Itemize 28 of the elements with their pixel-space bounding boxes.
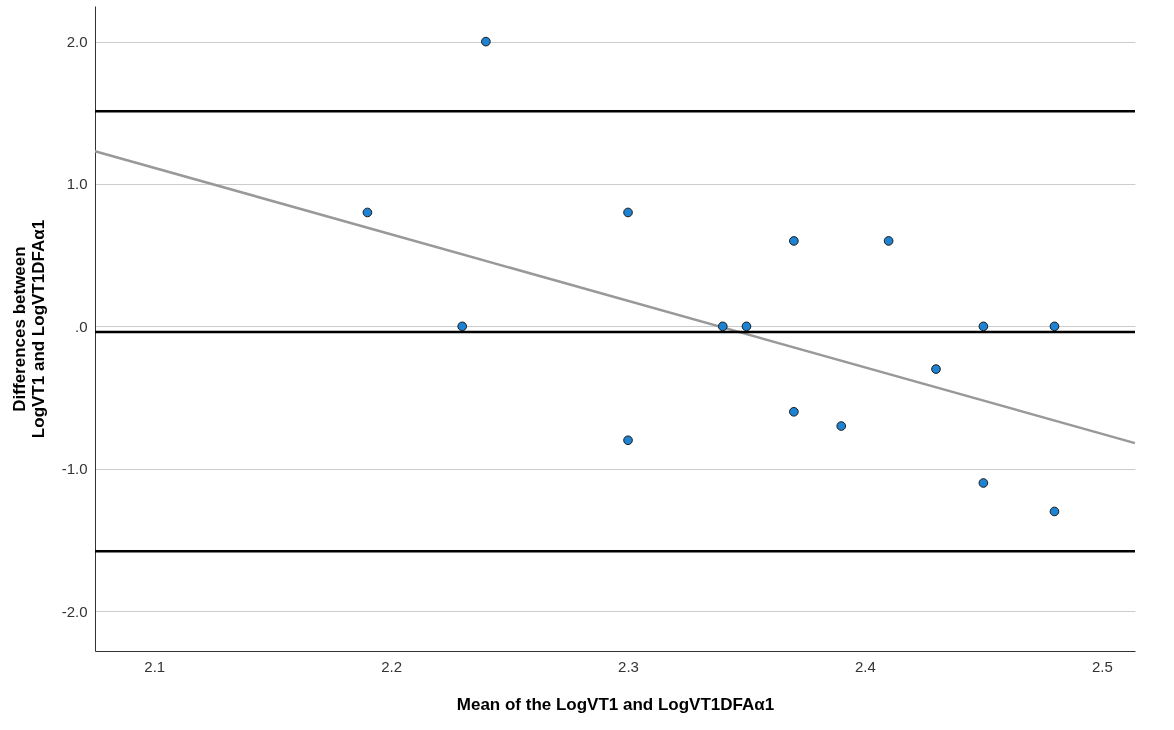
x-tick-label: 2.4 — [855, 657, 876, 675]
x-tick-label: 2.2 — [381, 657, 403, 675]
point — [623, 207, 633, 218]
y-tick-label: 1.0 — [66, 175, 88, 193]
point — [883, 236, 894, 246]
point — [1049, 506, 1060, 517]
point — [481, 36, 491, 47]
point — [717, 321, 728, 332]
point — [931, 364, 941, 374]
y-tick-label: 2.0 — [66, 33, 88, 51]
x-tick-label: 2.1 — [144, 657, 166, 675]
y-tick-label: .0 — [74, 317, 88, 335]
point — [362, 207, 373, 218]
x-tick-label: 2.5 — [1091, 657, 1113, 675]
point — [741, 321, 752, 332]
point — [1049, 321, 1060, 332]
point — [789, 236, 799, 246]
y-tick-label: -2.0 — [61, 602, 88, 620]
x-tick-label: 2.3 — [618, 657, 639, 675]
x-axis-title: Mean of the LogVT1 and LogVT1DFAα1 — [456, 694, 775, 714]
point — [978, 321, 989, 332]
y-axis-title: Differences between LogVT1 and LogVT1DFAα1 — [9, 219, 48, 439]
y-tick-label: -1.0 — [61, 460, 88, 478]
point — [978, 478, 989, 488]
point — [836, 421, 847, 431]
point — [789, 406, 799, 417]
point — [457, 321, 468, 332]
point — [623, 435, 633, 446]
